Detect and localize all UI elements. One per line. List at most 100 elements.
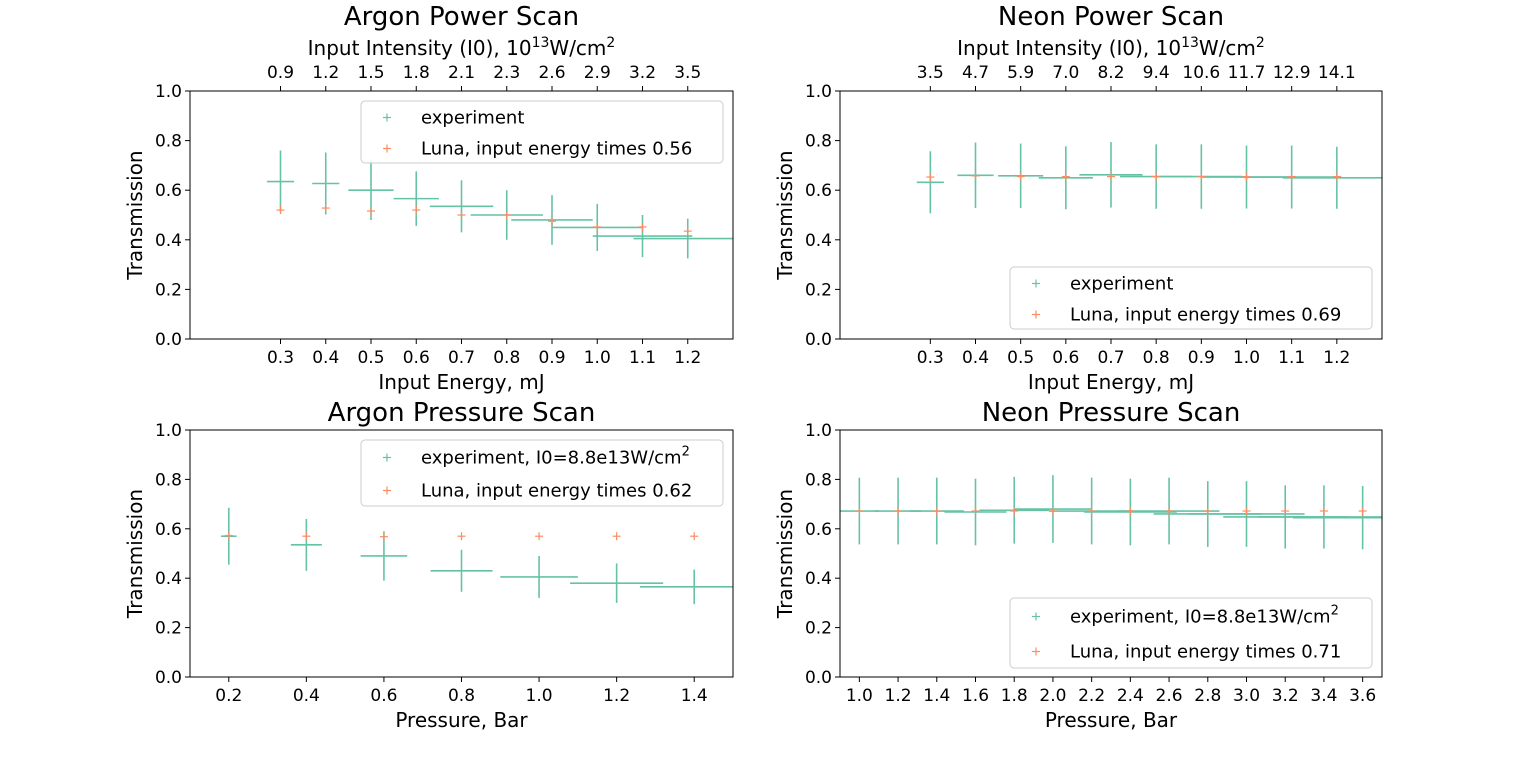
luna-marker	[971, 507, 980, 516]
x-tick-label: 1.1	[629, 348, 656, 368]
legend-box	[1009, 597, 1373, 669]
luna-marker	[1281, 507, 1290, 516]
x-tick-label: 1.0	[584, 348, 611, 368]
y-tick-label: 0.8	[805, 132, 832, 152]
x-tick-label: 0.6	[370, 686, 397, 706]
plot-area-data	[916, 142, 1382, 214]
top-tick-label: 7.0	[1052, 63, 1079, 83]
x-tick-label: 1.1	[1278, 348, 1305, 368]
plot-area-data	[840, 475, 1382, 550]
legend-marker	[1032, 647, 1040, 656]
legend-label: experiment, I0=8.8e13W/cm2	[421, 445, 690, 469]
experiment-errorbar-point	[429, 180, 494, 233]
legend-label: experiment	[421, 108, 524, 129]
y-tick-label: 0.4	[155, 231, 182, 251]
experiment-errorbar-point	[500, 555, 578, 598]
luna-marker	[1287, 172, 1296, 181]
luna-marker	[302, 532, 311, 541]
x-tick-label: 1.2	[1323, 348, 1350, 368]
luna-marker	[276, 206, 285, 215]
top-axis-label: Input Intensity (I0), 1013W/cm2	[308, 35, 616, 60]
legend-marker	[383, 113, 391, 122]
plot-frame	[189, 90, 734, 340]
luna-marker	[1165, 507, 1174, 516]
legend-label: experiment, I0=8.8e13W/cm2	[1070, 604, 1339, 628]
legend-label: Luna, input energy times 0.56	[421, 139, 692, 160]
luna-marker	[535, 532, 544, 541]
y-tick-label: 0.0	[155, 330, 182, 350]
luna-marker	[1332, 172, 1341, 181]
subplot-3: Argon Pressure Scan 0.0 0.2 0.4 0.6 0.8 1.0 0.2…	[123, 398, 734, 732]
y-tick-label: 0.2	[155, 619, 182, 639]
x-tick-label: 0.9	[1188, 348, 1215, 368]
luna-marker	[1016, 172, 1025, 181]
luna-marker	[1319, 507, 1328, 516]
luna-marker	[1107, 172, 1115, 181]
chart-title: Neon Power Scan	[998, 2, 1224, 32]
luna-marker	[855, 507, 864, 516]
top-tick-label: 12.9	[1273, 63, 1311, 83]
legend-marker	[1032, 310, 1040, 319]
y-tick-label: 0.0	[805, 330, 832, 350]
legend-box	[360, 100, 724, 164]
luna-marker	[894, 507, 903, 516]
x-tick-label: 2.4	[1117, 686, 1144, 706]
x-tick-label: 0.8	[493, 348, 520, 368]
plot-frame	[839, 90, 1383, 340]
x-tick-label: 3.6	[1349, 686, 1376, 706]
x-tick-label: 0.6	[403, 348, 430, 368]
legend: experiment, I0=8.8e13W/cm2 Luna, input en…	[1009, 597, 1373, 669]
x-tick-label: 0.3	[917, 348, 944, 368]
y-axis-label: Transmission	[123, 489, 147, 619]
top-tick-label: 10.6	[1182, 63, 1220, 83]
x-tick-label: 1.0	[846, 686, 873, 706]
x-tick-label: 0.5	[1007, 348, 1034, 368]
luna-marker	[1197, 172, 1206, 181]
top-tick-label: 9.4	[1143, 63, 1170, 83]
y-tick-label: 0.2	[155, 280, 182, 300]
luna-marker	[690, 532, 699, 541]
x-tick-label: 1.2	[674, 348, 701, 368]
top-tick-label: 14.1	[1318, 63, 1356, 83]
legend-label: Luna, input energy times 0.71	[1070, 642, 1341, 663]
legend-marker	[383, 144, 391, 153]
top-tick-label: 2.9	[584, 63, 611, 83]
y-tick-label: 0.0	[155, 668, 182, 688]
luna-marker	[224, 531, 233, 540]
y-axis-label: Transmission	[773, 489, 797, 619]
top-tick-label: 3.5	[674, 63, 701, 83]
luna-marker	[926, 173, 935, 182]
x-tick-label: 3.2	[1272, 686, 1299, 706]
x-tick-label: 1.2	[603, 686, 630, 706]
top-tick-label: 11.7	[1228, 63, 1266, 83]
y-tick-label: 0.4	[805, 569, 832, 589]
y-tick-label: 0.4	[155, 569, 182, 589]
luna-marker	[321, 204, 330, 213]
luna-marker	[1010, 507, 1019, 516]
x-tick-label: 0.4	[293, 686, 320, 706]
x-tick-label: 2.6	[1156, 686, 1183, 706]
top-tick-label: 1.2	[312, 63, 339, 83]
luna-marker	[457, 532, 466, 541]
subplot-4: Neon Pressure Scan 0.0 0.2 0.4 0.6 0.8 1.0 1.0 1…	[773, 398, 1383, 732]
chart-title: Argon Pressure Scan	[328, 398, 596, 428]
top-tick-label: 2.1	[448, 63, 475, 83]
y-tick-label: 1.0	[805, 421, 832, 441]
luna-marker	[1048, 507, 1057, 516]
plot-frame	[189, 429, 734, 678]
top-tick-label: 1.5	[357, 63, 384, 83]
luna-marker	[457, 211, 466, 219]
x-axis-label: Input Energy, mJ	[1028, 370, 1194, 394]
x-tick-label: 0.3	[267, 348, 294, 368]
x-tick-label: 1.0	[1233, 348, 1260, 368]
legend-label: experiment	[1070, 274, 1173, 295]
experiment-errorbar-point	[1282, 146, 1382, 209]
x-tick-label: 1.8	[1001, 686, 1028, 706]
x-tick-label: 0.7	[448, 348, 475, 368]
top-tick-label: 5.9	[1007, 63, 1034, 83]
x-axis-label: Pressure, Bar	[1045, 708, 1178, 732]
x-tick-label: 0.2	[215, 686, 242, 706]
top-tick-label: 3.2	[629, 63, 656, 83]
luna-marker	[412, 206, 421, 215]
top-tick-label: 0.9	[267, 63, 294, 83]
